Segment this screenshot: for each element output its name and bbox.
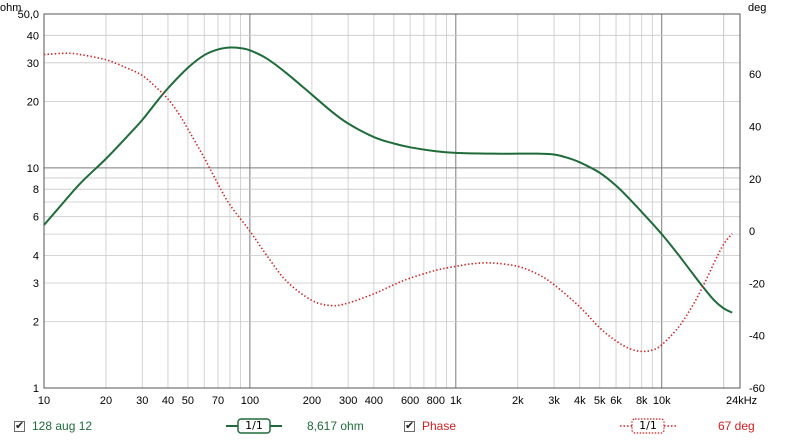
series2-legend: Phase <box>404 418 456 434</box>
x-tick-label: 8k <box>636 395 648 407</box>
y-left-tick-label: 6 <box>33 212 39 224</box>
impedance-readout: 8,617 ohm <box>307 418 364 434</box>
y-right-tick-label: 60 <box>749 69 761 81</box>
x-tick-label: 30 <box>136 395 148 407</box>
series1-label: 128 aug 12 <box>32 419 93 433</box>
plot-area <box>44 14 740 388</box>
smoothing-right-value: 1/1 <box>639 419 657 432</box>
y-left-tick-label: 4 <box>33 250 39 262</box>
phase-readout-value: 67 deg <box>718 419 755 433</box>
y-left-tick-label: 2 <box>33 317 39 329</box>
x-tick-label: 70 <box>212 395 224 407</box>
impedance-series-line <box>43 46 733 314</box>
x-tick-label: 1k <box>450 395 462 407</box>
x-tick-label: 300 <box>339 395 357 407</box>
y-left-tick-label: 20 <box>27 97 39 109</box>
y-left-unit-label: ohm <box>0 2 21 14</box>
series2-label: Phase <box>422 419 457 433</box>
y-right-tick-label: 0 <box>749 226 755 238</box>
x-tick-label: 5k <box>594 395 606 407</box>
x-tick-label: 400 <box>365 395 383 407</box>
smoothing-right-control[interactable]: 1/1 <box>620 418 676 434</box>
y-right-tick-label: -40 <box>749 331 765 343</box>
legend-bar: 128 aug 12 1/1 8,617 ohm Phase 1/1 <box>0 410 800 440</box>
x-tick-label: 3k <box>548 395 560 407</box>
y-right-tick-label: 40 <box>749 121 761 133</box>
x-tick-label: 800 <box>427 395 445 407</box>
x-tick-label: 40 <box>162 395 174 407</box>
y-left-tick-label: 1 <box>33 383 39 395</box>
y-left-tick-label: 50,0 <box>18 9 39 21</box>
phase-readout: 67 deg <box>718 418 755 434</box>
x-tick-label: 20 <box>100 395 112 407</box>
x-tick-label: 100 <box>241 395 259 407</box>
plot-border <box>43 13 741 389</box>
x-tick-label: 10k <box>653 395 671 407</box>
y-left-tick-label: 40 <box>27 30 39 42</box>
y-right-unit-label: deg <box>748 2 766 14</box>
y-left-tick-label: 3 <box>33 278 39 290</box>
x-tick-label: 200 <box>303 395 321 407</box>
x-tick-label: 10 <box>38 395 50 407</box>
x-tick-label: 2k <box>512 395 524 407</box>
y-right-tick-label: -60 <box>749 383 765 395</box>
x-tick-label: 24kHz <box>726 395 757 407</box>
series2-checkbox[interactable] <box>404 419 415 432</box>
smoothing-left-value: 1/1 <box>245 419 263 432</box>
smoothing-left-control[interactable]: 1/1 <box>226 418 282 434</box>
y-left-tick-label: 30 <box>27 58 39 70</box>
y-right-tick-label: 20 <box>749 174 761 186</box>
y-left-tick-label: 8 <box>33 184 39 196</box>
y-right-tick-label: -20 <box>749 278 765 290</box>
x-tick-label: 4k <box>574 395 586 407</box>
impedance-phase-chart: 10 20 30 40 50 70 100 200 300 400 600 800 1k 2k 3k 4k 5k… <box>0 2 766 407</box>
series1-checkbox[interactable] <box>14 419 25 432</box>
x-tick-label: 50 <box>182 395 194 407</box>
impedance-readout-value: 8,617 ohm <box>307 419 364 433</box>
smoothing-right-frame <box>620 418 676 434</box>
smoothing-left-frame <box>226 418 282 434</box>
x-tick-label: 6k <box>610 395 622 407</box>
x-tick-label: 600 <box>401 395 419 407</box>
y-left-tick-label: 10 <box>27 163 39 175</box>
series1-legend: 128 aug 12 <box>14 418 92 434</box>
